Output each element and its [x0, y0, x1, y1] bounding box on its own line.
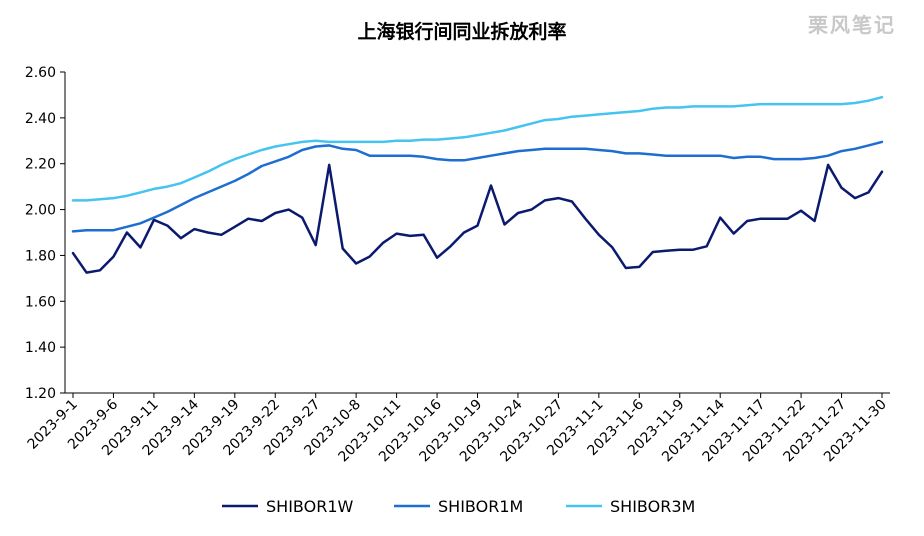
legend: SHIBOR1W SHIBOR1M SHIBOR3M: [222, 497, 695, 516]
y-tick-label: 1.40: [25, 340, 56, 356]
y-tick-label: 2.60: [25, 65, 56, 81]
y-axis: 1.20 1.40 1.60 1.80 2.00 2.20 2.40 2.60: [25, 65, 66, 402]
watermark: 栗风笔记: [808, 13, 896, 37]
y-tick-label: 1.20: [25, 386, 56, 402]
y-tick-label: 1.60: [25, 294, 56, 310]
y-tick-label: 2.20: [25, 157, 56, 173]
series-line-shibor3m: [71, 95, 884, 202]
x-axis: 2023-9-12023-9-62023-9-112023-9-142023-9…: [25, 392, 890, 465]
series-lines: [71, 95, 884, 274]
y-tick-label: 2.40: [25, 111, 56, 127]
chart-title: 上海银行间同业拆放利率: [357, 20, 566, 43]
legend-label: SHIBOR1W: [266, 497, 353, 516]
series-line-shibor1m: [71, 140, 884, 233]
legend-label: SHIBOR3M: [610, 497, 695, 516]
y-tick-label: 2.00: [25, 203, 56, 219]
y-tick-label: 1.80: [25, 248, 56, 264]
series-line-shibor1w: [71, 163, 884, 274]
legend-label: SHIBOR1M: [438, 497, 523, 516]
